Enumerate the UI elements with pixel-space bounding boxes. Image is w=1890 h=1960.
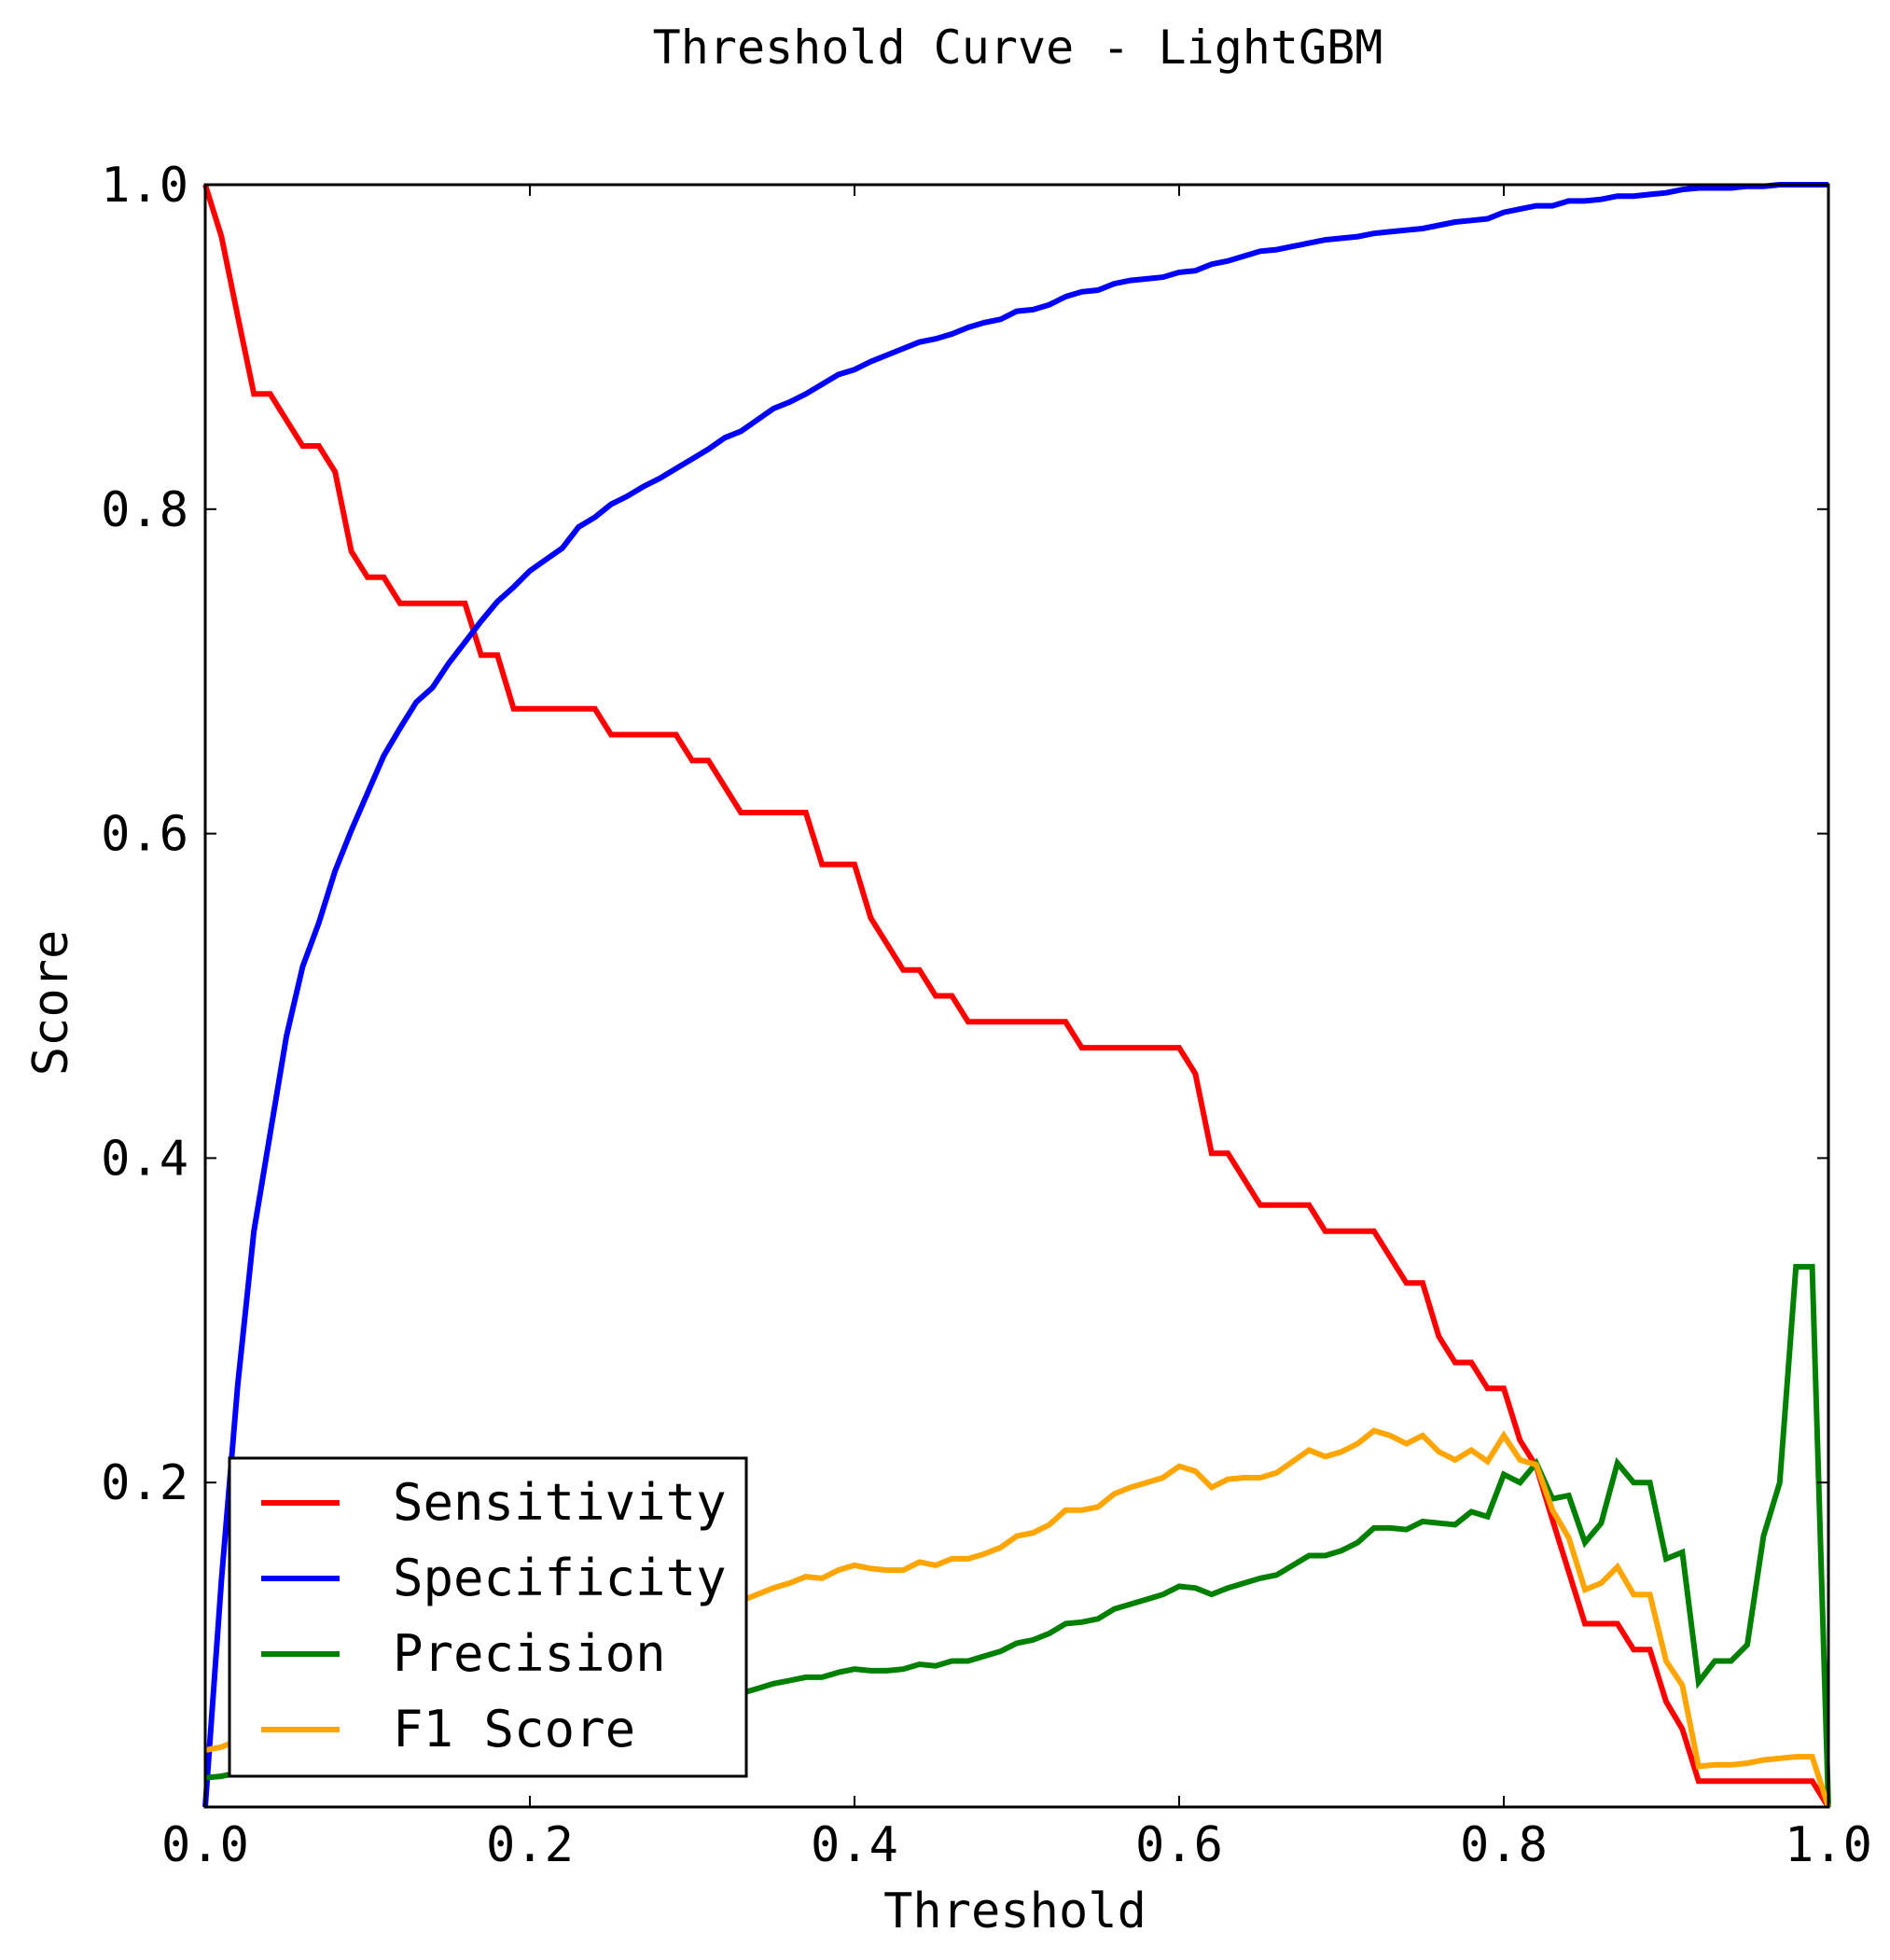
- legend-label: Precision: [393, 1624, 666, 1683]
- x-tick-label: 0.8: [1460, 1817, 1548, 1873]
- chart-title: Threshold Curve - LightGBM: [653, 21, 1383, 75]
- series-line-sensitivity: [202, 184, 1831, 1809]
- legend-label: F1 Score: [393, 1700, 635, 1758]
- x-axis-label: Threshold: [883, 1884, 1147, 1939]
- x-tick-label: 1.0: [1785, 1817, 1872, 1873]
- y-tick-label: 0.6: [101, 807, 188, 863]
- y-tick-label: 1.0: [101, 158, 188, 214]
- legend-label: Specificity: [393, 1549, 727, 1607]
- x-tick-label: 0.4: [811, 1817, 898, 1873]
- y-tick-label: 0.4: [101, 1131, 188, 1187]
- y-tick-label: 0.8: [101, 482, 188, 538]
- series-line-specificity: [202, 182, 1828, 1808]
- tick-layer: 0.0 0.2 0.4 0.6 0.8 1.0 0.2 0.4 0.6 0.8 1.0: [101, 158, 1872, 1873]
- x-tick-label: 0.6: [1135, 1817, 1223, 1873]
- plot-frame: [203, 183, 1830, 1809]
- y-axis-label: Score: [23, 930, 79, 1077]
- x-tick-label: 0.0: [161, 1817, 249, 1873]
- y-tick-label: 0.2: [101, 1455, 188, 1511]
- x-tick-label: 0.2: [486, 1817, 574, 1873]
- legend-label: Sensitivity: [393, 1473, 727, 1532]
- legend-box: [228, 1456, 748, 1778]
- legend: Sensitivity Specificity Precision F1 Score: [228, 1456, 748, 1778]
